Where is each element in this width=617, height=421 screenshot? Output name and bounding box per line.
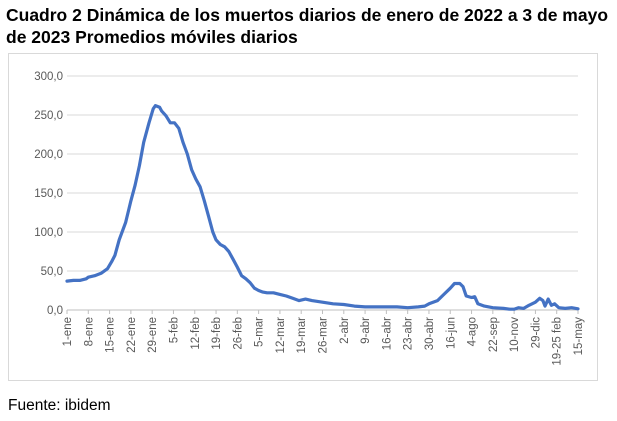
y-tick-label: 200,0 — [34, 149, 63, 161]
x-tick-label: 16-abr — [381, 317, 393, 350]
x-tick-label: 16-jun — [445, 317, 457, 349]
y-tick-label: 50,0 — [41, 266, 63, 278]
x-tick-label: 4-ago — [467, 317, 479, 346]
x-axis-ticks: 1-ene 8-ene 15-ene 22-ene 29-ene 5-feb 12-feb 1… — [62, 310, 585, 366]
x-tick-label: 22-ene — [126, 317, 138, 353]
x-tick-label: 29-ene — [147, 317, 159, 353]
x-tick-label: 26-feb — [232, 317, 244, 350]
y-tick-label: 150,0 — [34, 188, 63, 200]
y-axis-ticks: 0,0 50,0 100,0 150,0 200,0 250,0 300,0 — [34, 71, 63, 317]
gridlines — [67, 75, 578, 311]
x-tick-label: 23-abr — [403, 317, 415, 350]
x-tick-label: 10-nov — [509, 317, 521, 352]
x-tick-label: 30-abr — [424, 317, 436, 350]
series-line — [65, 104, 580, 311]
line-chart: 0,0 50,0 100,0 150,0 200,0 250,0 300,0 1-ene 8-… — [34, 71, 585, 366]
x-tick-label: 2-abr — [339, 317, 351, 344]
y-tick-label: 300,0 — [34, 71, 63, 83]
x-tick-label: 12-mar — [275, 317, 287, 354]
y-tick-label: 0,0 — [47, 305, 63, 317]
x-tick-label: 1-ene — [62, 317, 74, 346]
series-layer — [65, 104, 580, 311]
x-tick-label: 5-mar — [254, 317, 266, 347]
x-tick-label: 9-abr — [360, 317, 372, 344]
x-tick-label: 8-ene — [83, 317, 95, 346]
x-tick-label: 19-mar — [296, 317, 308, 354]
y-tick-label: 100,0 — [34, 227, 63, 239]
chart-frame — [8, 53, 598, 381]
x-tick-label: 12-feb — [190, 317, 202, 350]
source-note: Fuente: ibidem — [8, 397, 111, 414]
x-tick-label: 22-sep — [488, 317, 500, 352]
x-tick-label: 5-feb — [168, 317, 180, 343]
x-tick-label: 29-dic — [530, 317, 542, 349]
x-tick-label: 26-mar — [318, 317, 330, 354]
chart-title: Cuadro 2 Dinámica de los muertos diarios… — [6, 5, 609, 47]
y-tick-label: 250,0 — [34, 110, 63, 122]
x-tick-label: 19-feb — [211, 317, 223, 350]
x-tick-label: 15-ene — [105, 317, 117, 353]
x-tick-label: 19-25 feb — [552, 317, 564, 366]
x-tick-label: 15-may — [573, 317, 585, 356]
